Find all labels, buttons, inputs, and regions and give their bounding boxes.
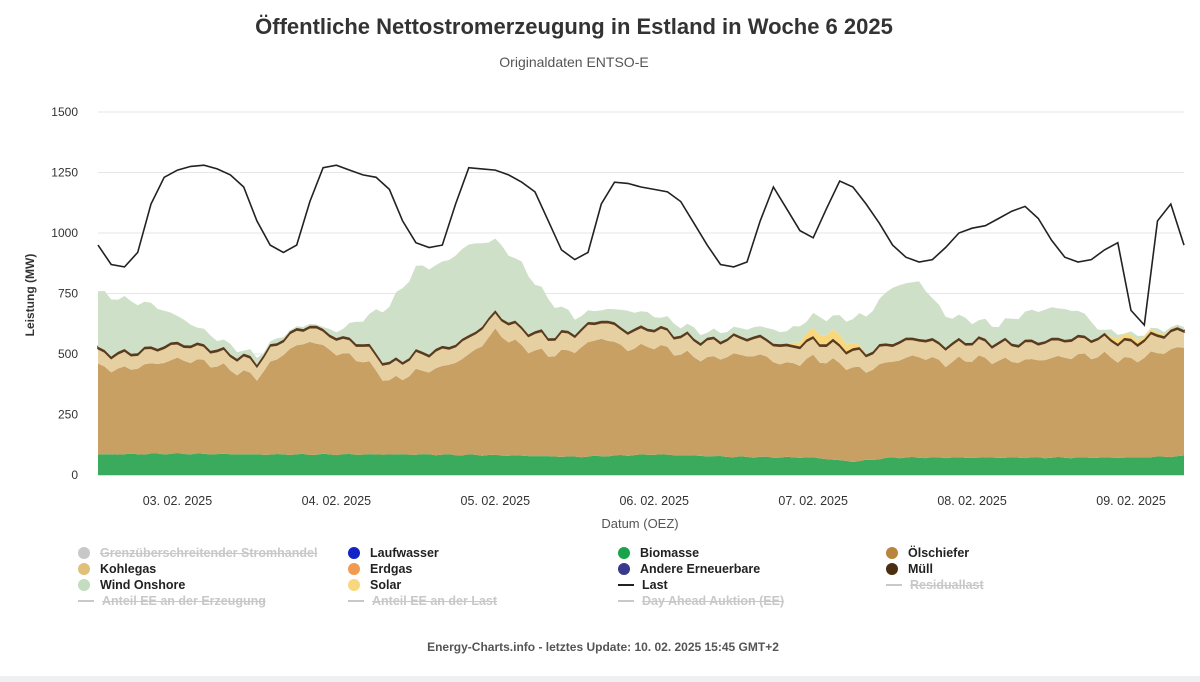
y-tick-label: 1000	[51, 226, 78, 240]
load-line-group	[97, 164, 1185, 327]
legend-label: Andere Erneuerbare	[640, 562, 761, 576]
legend-item-müll[interactable]: Müll	[886, 562, 933, 576]
legend-line-icon	[348, 600, 364, 602]
load-line	[97, 164, 1185, 327]
legend-dot-icon	[78, 563, 90, 575]
footer-update-info: Energy-Charts.info - letztes Update: 10.…	[427, 640, 779, 654]
legend-dot-icon	[348, 563, 360, 575]
legend-item-solar[interactable]: Solar	[348, 578, 401, 592]
stacked-areas	[97, 238, 1185, 475]
y-axis-label: Leistung (MW)	[23, 254, 37, 337]
y-tick-label: 500	[58, 347, 78, 361]
x-tick-label: 04. 02. 2025	[302, 494, 372, 508]
legend-line-icon	[618, 584, 634, 586]
legend-label: Ölschiefer	[908, 546, 970, 560]
legend-item-residuallast[interactable]: Residuallast	[886, 578, 984, 592]
legend-line-icon	[78, 600, 94, 602]
legend-dot-icon	[618, 563, 630, 575]
y-tick-label: 250	[58, 408, 78, 422]
area-ölschiefer	[98, 328, 1184, 462]
chart-subtitle: Originaldaten ENTSO-E	[499, 54, 649, 70]
x-tick-label: 07. 02. 2025	[778, 494, 848, 508]
x-tick-label: 06. 02. 2025	[619, 494, 689, 508]
x-tick-label: 08. 02. 2025	[937, 494, 1007, 508]
legend-line-icon	[618, 600, 634, 602]
area-biomasse	[98, 453, 1184, 475]
x-tick-label: 09. 02. 2025	[1096, 494, 1166, 508]
y-tick-label: 1500	[51, 105, 78, 119]
legend-label: Anteil EE an der Erzeugung	[102, 594, 266, 608]
legend-label: Anteil EE an der Last	[372, 594, 498, 608]
y-tick-label: 1250	[51, 166, 78, 180]
legend-label: Grenzüberschreitender Stromhandel	[100, 546, 318, 560]
legend-label: Day Ahead Auktion (EE)	[642, 594, 785, 608]
legend-item-anteil-ee-an-der-erzeugung[interactable]: Anteil EE an der Erzeugung	[78, 594, 266, 608]
legend-dot-icon	[78, 579, 90, 591]
legend-dot-icon	[348, 579, 360, 591]
legend-dot-icon	[348, 547, 360, 559]
legend-dot-icon	[886, 547, 898, 559]
legend-label: Kohlegas	[100, 562, 157, 576]
area-kohlegas	[98, 312, 1184, 381]
x-tick-label: 05. 02. 2025	[461, 494, 531, 508]
legend-item-anteil-ee-an-der-last[interactable]: Anteil EE an der Last	[348, 594, 497, 608]
x-tick-label: 03. 02. 2025	[143, 494, 213, 508]
y-tick-label: 750	[58, 287, 78, 301]
legend-label: Erdgas	[370, 562, 413, 576]
legend-item-day-ahead-auktion-ee-[interactable]: Day Ahead Auktion (EE)	[618, 594, 784, 608]
legend-label: Biomasse	[640, 546, 700, 560]
legend-dot-icon	[886, 563, 898, 575]
bottom-bar	[0, 676, 1200, 682]
legend-item-last[interactable]: Last	[618, 578, 668, 592]
legend-label: Residuallast	[910, 578, 984, 592]
chart-title: Öffentliche Nettostromerzeugung in Estla…	[255, 14, 893, 39]
y-tick-labels: 0 250 500 750 1000 1250 1500	[51, 105, 78, 482]
legend-item-laufwasser[interactable]: Laufwasser	[348, 546, 439, 560]
legend-label: Müll	[908, 562, 933, 576]
legend-item-erdgas[interactable]: Erdgas	[348, 562, 412, 576]
legend-item-ölschiefer[interactable]: Ölschiefer	[886, 546, 969, 560]
legend-label: Laufwasser	[370, 546, 439, 560]
legend-item-andere-erneuerbare[interactable]: Andere Erneuerbare	[618, 562, 760, 576]
chart-canvas: 0 250 500 750 1000 1250 1500 03. 02. 2025 04. 0…	[23, 105, 1185, 531]
legend-label: Solar	[370, 578, 402, 592]
y-tick-label: 0	[71, 468, 78, 482]
legend-dot-icon	[78, 547, 90, 559]
legend-line-icon	[886, 584, 902, 586]
x-tick-labels: 03. 02. 2025 04. 02. 2025 05. 02. 2025 06. …	[143, 494, 1166, 508]
legend-label: Wind Onshore	[100, 578, 186, 592]
legend-item-kohlegas[interactable]: Kohlegas	[78, 562, 156, 576]
legend-item-wind-onshore[interactable]: Wind Onshore	[78, 578, 185, 592]
area-wind-onshore	[98, 238, 1184, 365]
legend-label: Last	[642, 578, 668, 592]
legend-item-grenzüberschreitender-stromhandel[interactable]: Grenzüberschreitender Stromhandel	[78, 546, 317, 560]
x-axis-label: Datum (OEZ)	[601, 516, 678, 531]
legend-item-biomasse[interactable]: Biomasse	[618, 546, 699, 560]
legend-dot-icon	[618, 547, 630, 559]
